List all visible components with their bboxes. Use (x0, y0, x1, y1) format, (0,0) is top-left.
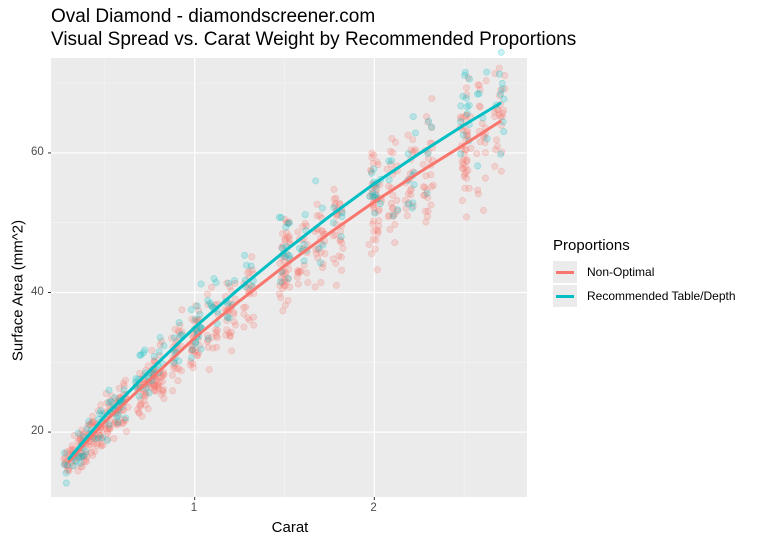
y-tick-label: 40 (31, 285, 44, 298)
legend-title: Proportions (553, 237, 630, 254)
trend-line-non-optimal (67, 120, 502, 463)
legend-key-recommended (553, 285, 577, 307)
legend-item-non-optimal: Non-Optimal (553, 260, 736, 284)
y-tick-label: 60 (31, 145, 44, 158)
chart-title-line1: Oval Diamond - diamondscreener.com (51, 6, 376, 27)
legend-key-non-optimal (553, 261, 577, 283)
panel-background (51, 58, 527, 497)
y-axis-label: Surface Area (mm^2) (9, 219, 27, 362)
legend-label: Non-Optimal (587, 265, 655, 279)
chart-subtitle: Visual Spread vs. Carat Weight by Recomm… (51, 29, 577, 50)
legend-item-recommended: Recommended Table/Depth (553, 284, 736, 308)
trend-line-recommended (67, 101, 502, 461)
chart-title: Oval Diamond - diamondscreener.com Visua… (51, 5, 576, 51)
x-tick-label: 1 (190, 502, 198, 514)
y-tick-label: 20 (31, 425, 44, 438)
legend-label: Recommended Table/Depth (587, 289, 736, 303)
legend: Proportions Non-Optimal Recommended Tabl… (553, 237, 736, 308)
x-axis-label: Carat (271, 519, 309, 536)
x-tick-label: 2 (370, 502, 377, 514)
